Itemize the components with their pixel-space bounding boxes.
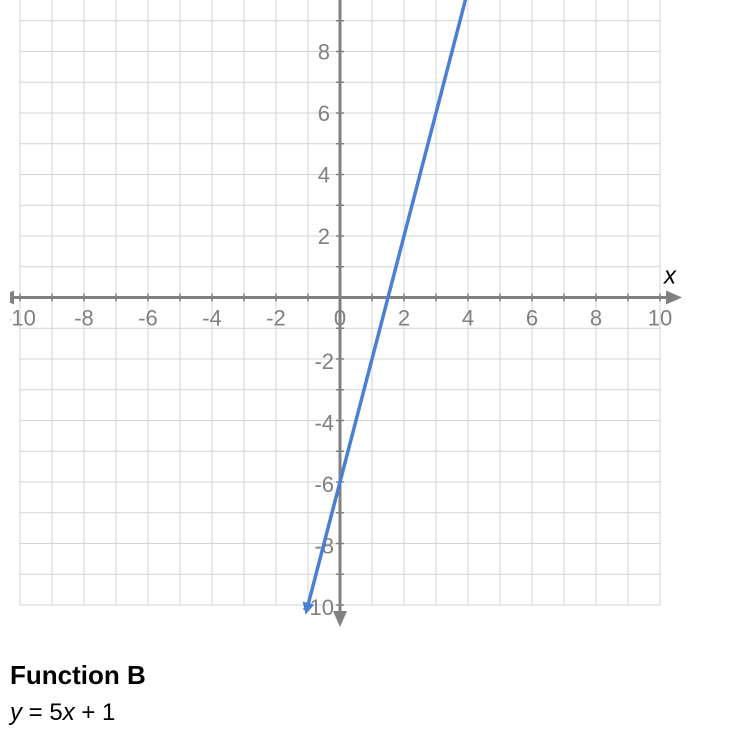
function-equation: y = 5x + 1 xyxy=(10,699,748,727)
svg-text:x: x xyxy=(663,263,677,290)
svg-text:10: 10 xyxy=(306,0,330,3)
svg-text:-6: -6 xyxy=(138,306,158,331)
svg-text:2: 2 xyxy=(318,224,330,249)
svg-text:-10: -10 xyxy=(10,306,36,331)
equation-rest: = 5x + 1 xyxy=(29,699,116,726)
equation-y: y xyxy=(10,699,22,726)
svg-text:6: 6 xyxy=(526,306,538,331)
svg-text:8: 8 xyxy=(590,306,602,331)
svg-text:2: 2 xyxy=(398,306,410,331)
svg-text:-4: -4 xyxy=(202,306,222,331)
svg-text:6: 6 xyxy=(318,101,330,126)
svg-text:10: 10 xyxy=(648,306,672,331)
coordinate-plane-chart: -10-8-6-4-20246810108642-2-4-6-8-10xy xyxy=(10,0,690,640)
svg-text:-2: -2 xyxy=(314,349,334,374)
svg-text:0: 0 xyxy=(334,306,346,331)
svg-text:-6: -6 xyxy=(314,472,334,497)
svg-text:8: 8 xyxy=(318,40,330,65)
svg-text:4: 4 xyxy=(462,306,474,331)
footer-text: Function B y = 5x + 1 xyxy=(10,660,748,727)
function-title: Function B xyxy=(10,660,748,691)
svg-text:-8: -8 xyxy=(74,306,94,331)
svg-text:-4: -4 xyxy=(314,411,334,436)
chart-container: -10-8-6-4-20246810108642-2-4-6-8-10xy xyxy=(10,0,690,640)
svg-text:-2: -2 xyxy=(266,306,286,331)
svg-text:4: 4 xyxy=(318,163,330,188)
